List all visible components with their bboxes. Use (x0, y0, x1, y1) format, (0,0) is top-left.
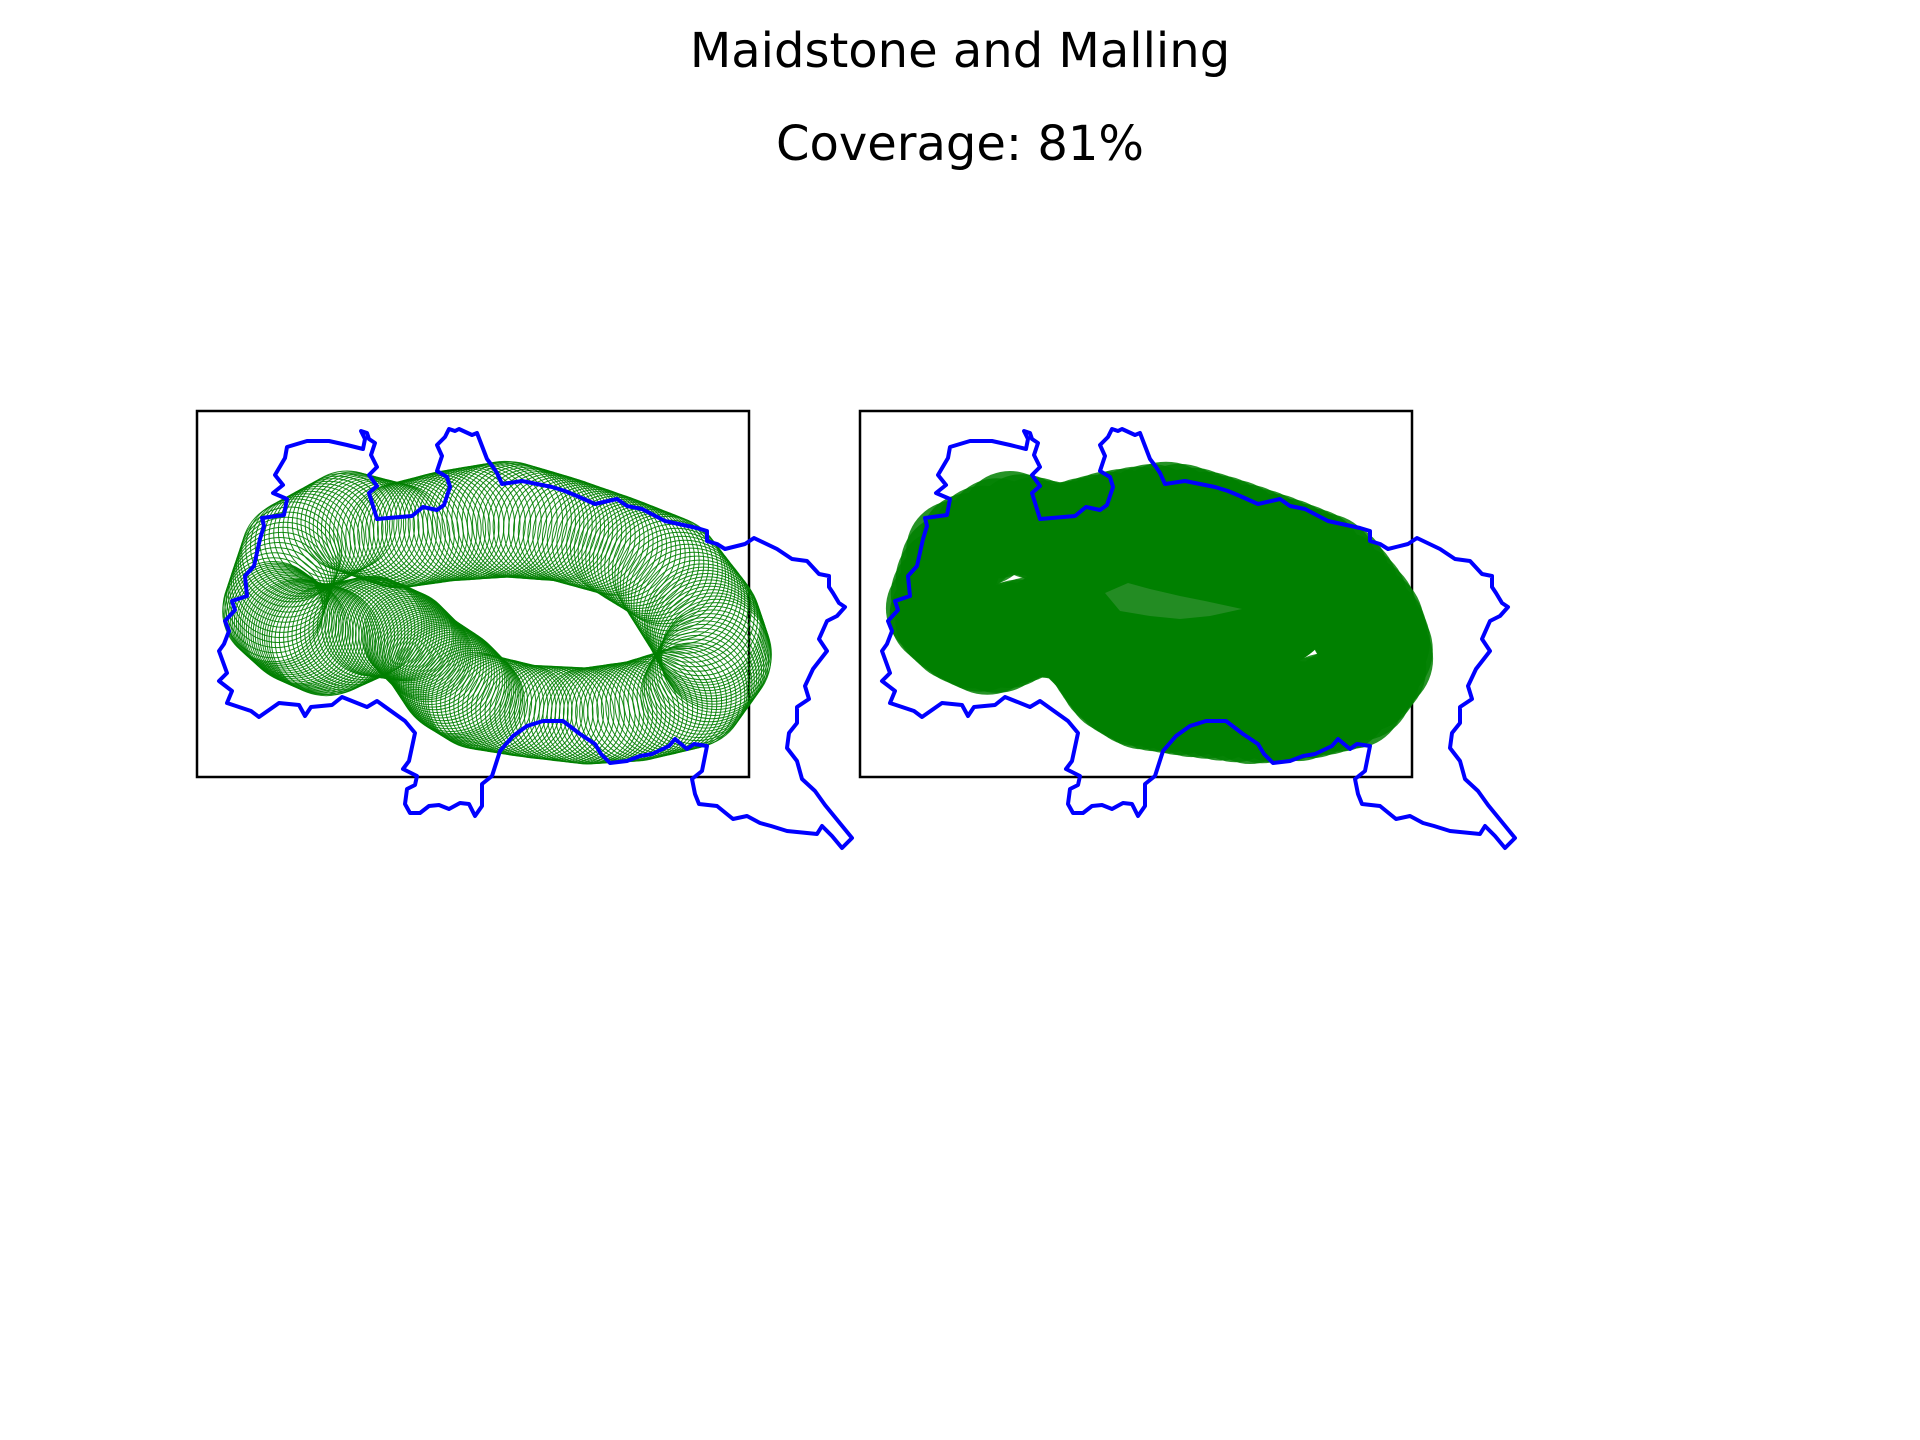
coverage-circle (375, 604, 467, 696)
coverage-circle (254, 493, 356, 595)
coverage-circle (348, 585, 443, 680)
coverage-circle (650, 576, 765, 692)
coverage-circle (656, 589, 769, 702)
coverage-circle (647, 627, 755, 735)
coverage-circle (611, 515, 723, 627)
coverage-circle (648, 573, 764, 689)
coverage-circle (436, 462, 553, 579)
coverage-circle (250, 580, 357, 687)
coverage-circle (224, 562, 326, 664)
coverage-circle (299, 579, 406, 686)
coverage-circle (551, 490, 654, 593)
coverage-circle (273, 483, 375, 585)
coverage-circle (308, 473, 411, 576)
coverage-circle (234, 521, 336, 623)
coverage-circle (605, 654, 708, 757)
coverage-circle (546, 488, 650, 592)
coverage-circle (408, 635, 511, 739)
coverage-circle (386, 615, 482, 711)
coverage-circle (645, 631, 753, 738)
coverage-circle (522, 480, 627, 585)
coverage-circle (946, 478, 1047, 579)
coverage-circle (444, 656, 541, 752)
coverage-circles (885, 461, 1434, 764)
coverage-circle (448, 657, 545, 753)
coverage-circle (566, 495, 668, 597)
coverage-circle (282, 478, 384, 580)
coverage-circle (658, 605, 770, 717)
coverage-circle (373, 602, 465, 694)
coverage-circle (321, 575, 423, 677)
coverage-circle (237, 511, 339, 613)
coverage-circle (502, 474, 610, 582)
coverage-circle (537, 485, 641, 589)
coverage-circle (415, 641, 517, 743)
coverage-subtitle: Coverage: 81% (775, 116, 1145, 172)
coverage-circle (237, 573, 342, 678)
coverage-circle (653, 582, 767, 697)
coverage-circle (517, 479, 623, 584)
map-panel-filled (858, 409, 1517, 850)
coverage-circle (370, 599, 462, 691)
coverage-circle (233, 570, 338, 674)
coverage-circle (527, 482, 632, 587)
district-boundary (217, 427, 854, 850)
coverage-circle (263, 488, 365, 590)
coverage-circle (268, 485, 370, 587)
coverage-circle (630, 543, 746, 659)
uncovered-sliver (1105, 583, 1242, 619)
coverage-circle (368, 597, 460, 689)
coverage-circle (638, 555, 756, 672)
coverage-circle (239, 574, 344, 679)
coverage-fill (990, 551, 1330, 691)
coverage-circle (427, 651, 525, 750)
coverage-circle (625, 535, 739, 650)
coverage-circle (654, 585, 768, 700)
coverage-circle (287, 475, 389, 577)
coverage-circle (508, 476, 614, 582)
coverage-circle (651, 579, 766, 694)
coverage-circle (236, 516, 338, 618)
coverage-circle (231, 568, 335, 672)
coverage-circle (513, 477, 618, 583)
coverage-circle (241, 501, 343, 603)
coverage-circle (645, 566, 762, 683)
figure-title: Maidstone and Malling (689, 23, 1231, 79)
coverage-circle (628, 539, 742, 654)
coverage-circle (291, 473, 393, 574)
coverage-circle (655, 613, 765, 723)
coverage-circle (532, 484, 636, 588)
coverage-circle (316, 576, 419, 679)
coverage-circle (425, 649, 524, 748)
coverage-circle (239, 506, 341, 608)
coverage-circles (222, 460, 772, 765)
coverage-circle (405, 633, 509, 737)
district-boundary (880, 427, 1517, 850)
coverage-circle (649, 623, 758, 732)
coverage-circle (378, 607, 470, 699)
coverage-circle (435, 654, 533, 751)
coverage-circle (355, 588, 448, 681)
coverage-circle (241, 576, 347, 681)
map-panel-outline (195, 409, 854, 850)
coverage-circle (277, 480, 379, 582)
coverage-circle (377, 474, 487, 584)
coverage-circle (235, 571, 340, 676)
coverage-circle (243, 577, 349, 683)
